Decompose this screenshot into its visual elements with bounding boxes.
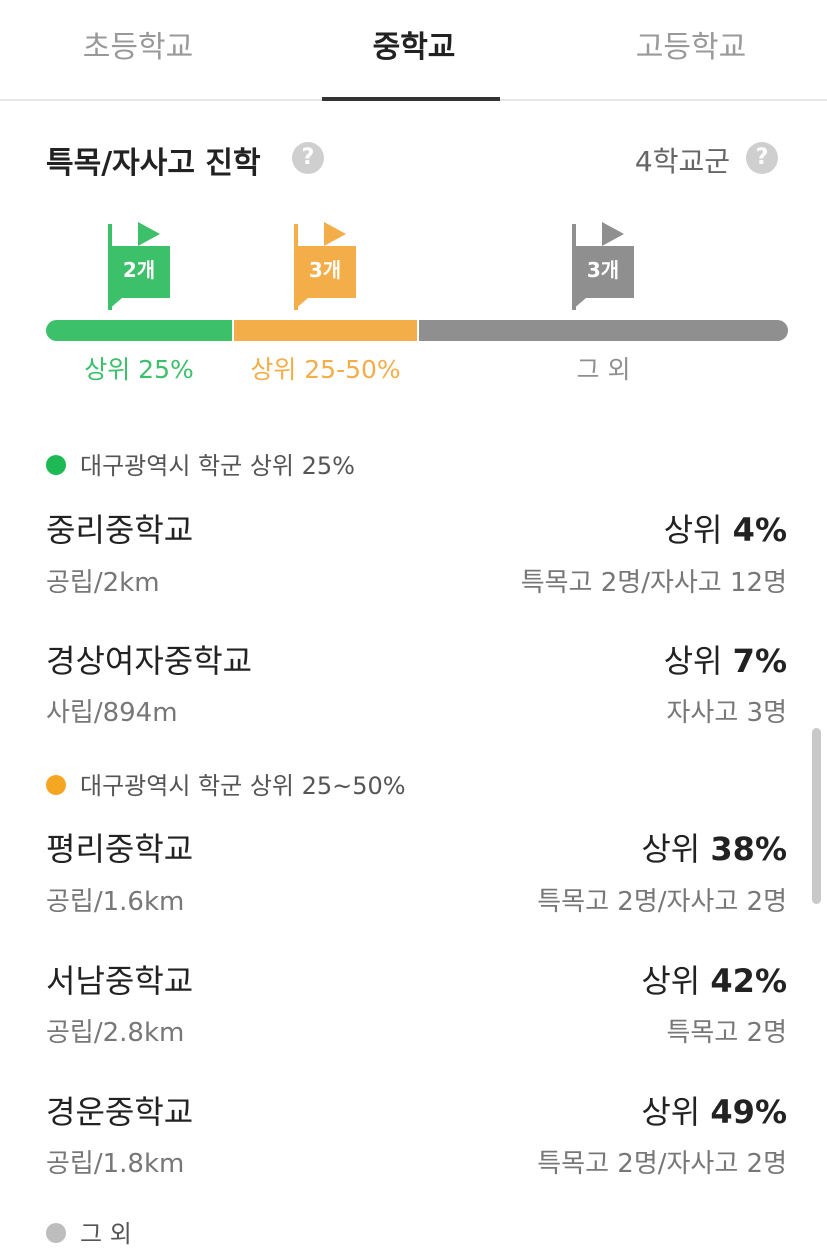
school-meta: 공립/2.8km: [46, 1018, 185, 1048]
school-level-tabs: 초등학교 중학교 고등학교: [0, 0, 827, 101]
gray-dot-icon: [46, 1223, 66, 1243]
school-rank: 상위 7%: [663, 642, 787, 680]
group-legend-25-50: 대구광역시 학군 상위 25~50%: [46, 766, 406, 801]
help-icon[interactable]: ?: [292, 142, 324, 174]
flag-count: 2개: [122, 258, 156, 282]
school-meta: 사립/894m: [46, 698, 178, 728]
school-meta: 공립/1.6km: [46, 887, 185, 917]
school-advance: 특목고 2명: [666, 1018, 788, 1048]
section-title: 특목/자사고 진학: [46, 146, 261, 181]
school-name[interactable]: 경상여자중학교: [46, 642, 253, 680]
flag-icon: [294, 222, 356, 310]
flag-icon: [108, 222, 170, 310]
tab-middle[interactable]: 중학교: [372, 30, 456, 65]
tab-elementary[interactable]: 초등학교: [82, 30, 194, 65]
active-tab-indicator: [322, 97, 500, 101]
flag-count: 3개: [308, 258, 342, 282]
legend-text: 그 외: [80, 1220, 132, 1248]
school-group-label: 4학교군: [634, 145, 730, 178]
school-advance: 특목고 2명/자사고 2명: [537, 1149, 787, 1179]
school-name[interactable]: 중리중학교: [46, 511, 194, 549]
group-legend-top25: 대구광역시 학군 상위 25%: [46, 446, 355, 481]
flag-icon: [572, 222, 634, 310]
tier-bar-top25: [46, 320, 232, 341]
tier-label-other: 그 외: [576, 355, 631, 384]
scrollbar[interactable]: [812, 728, 821, 904]
group-legend-other: 그 외: [46, 1214, 132, 1249]
school-meta: 공립/2km: [46, 568, 160, 598]
green-dot-icon: [46, 455, 66, 475]
school-name[interactable]: 서남중학교: [46, 962, 194, 1000]
school-rank: 상위 4%: [663, 511, 787, 549]
school-rank: 상위 38%: [641, 830, 787, 868]
tier-bar-other: [419, 320, 788, 341]
legend-text: 대구광역시 학군 상위 25~50%: [80, 772, 406, 800]
school-advance: 특목고 2명/자사고 2명: [537, 887, 787, 917]
school-name[interactable]: 경운중학교: [46, 1093, 194, 1131]
school-rank: 상위 42%: [641, 962, 787, 1000]
school-name[interactable]: 평리중학교: [46, 830, 194, 868]
flag-tier-other: 3개: [572, 222, 652, 312]
orange-dot-icon: [46, 775, 66, 795]
tier-bar-25-50: [234, 320, 417, 341]
school-advance: 특목고 2명/자사고 12명: [520, 568, 787, 598]
school-rank: 상위 49%: [641, 1093, 787, 1131]
school-meta: 공립/1.8km: [46, 1149, 185, 1179]
flag-tier-25-50: 3개: [294, 222, 374, 312]
tier-label-25-50: 상위 25-50%: [250, 355, 401, 384]
tier-label-top25: 상위 25%: [84, 355, 194, 384]
school-advance: 자사고 3명: [666, 698, 788, 728]
legend-text: 대구광역시 학군 상위 25%: [80, 452, 355, 480]
flag-count: 3개: [586, 258, 620, 282]
flag-tier-top25: 2개: [108, 222, 188, 312]
group-help-icon[interactable]: ?: [746, 142, 778, 174]
tab-high[interactable]: 고등학교: [635, 30, 747, 65]
